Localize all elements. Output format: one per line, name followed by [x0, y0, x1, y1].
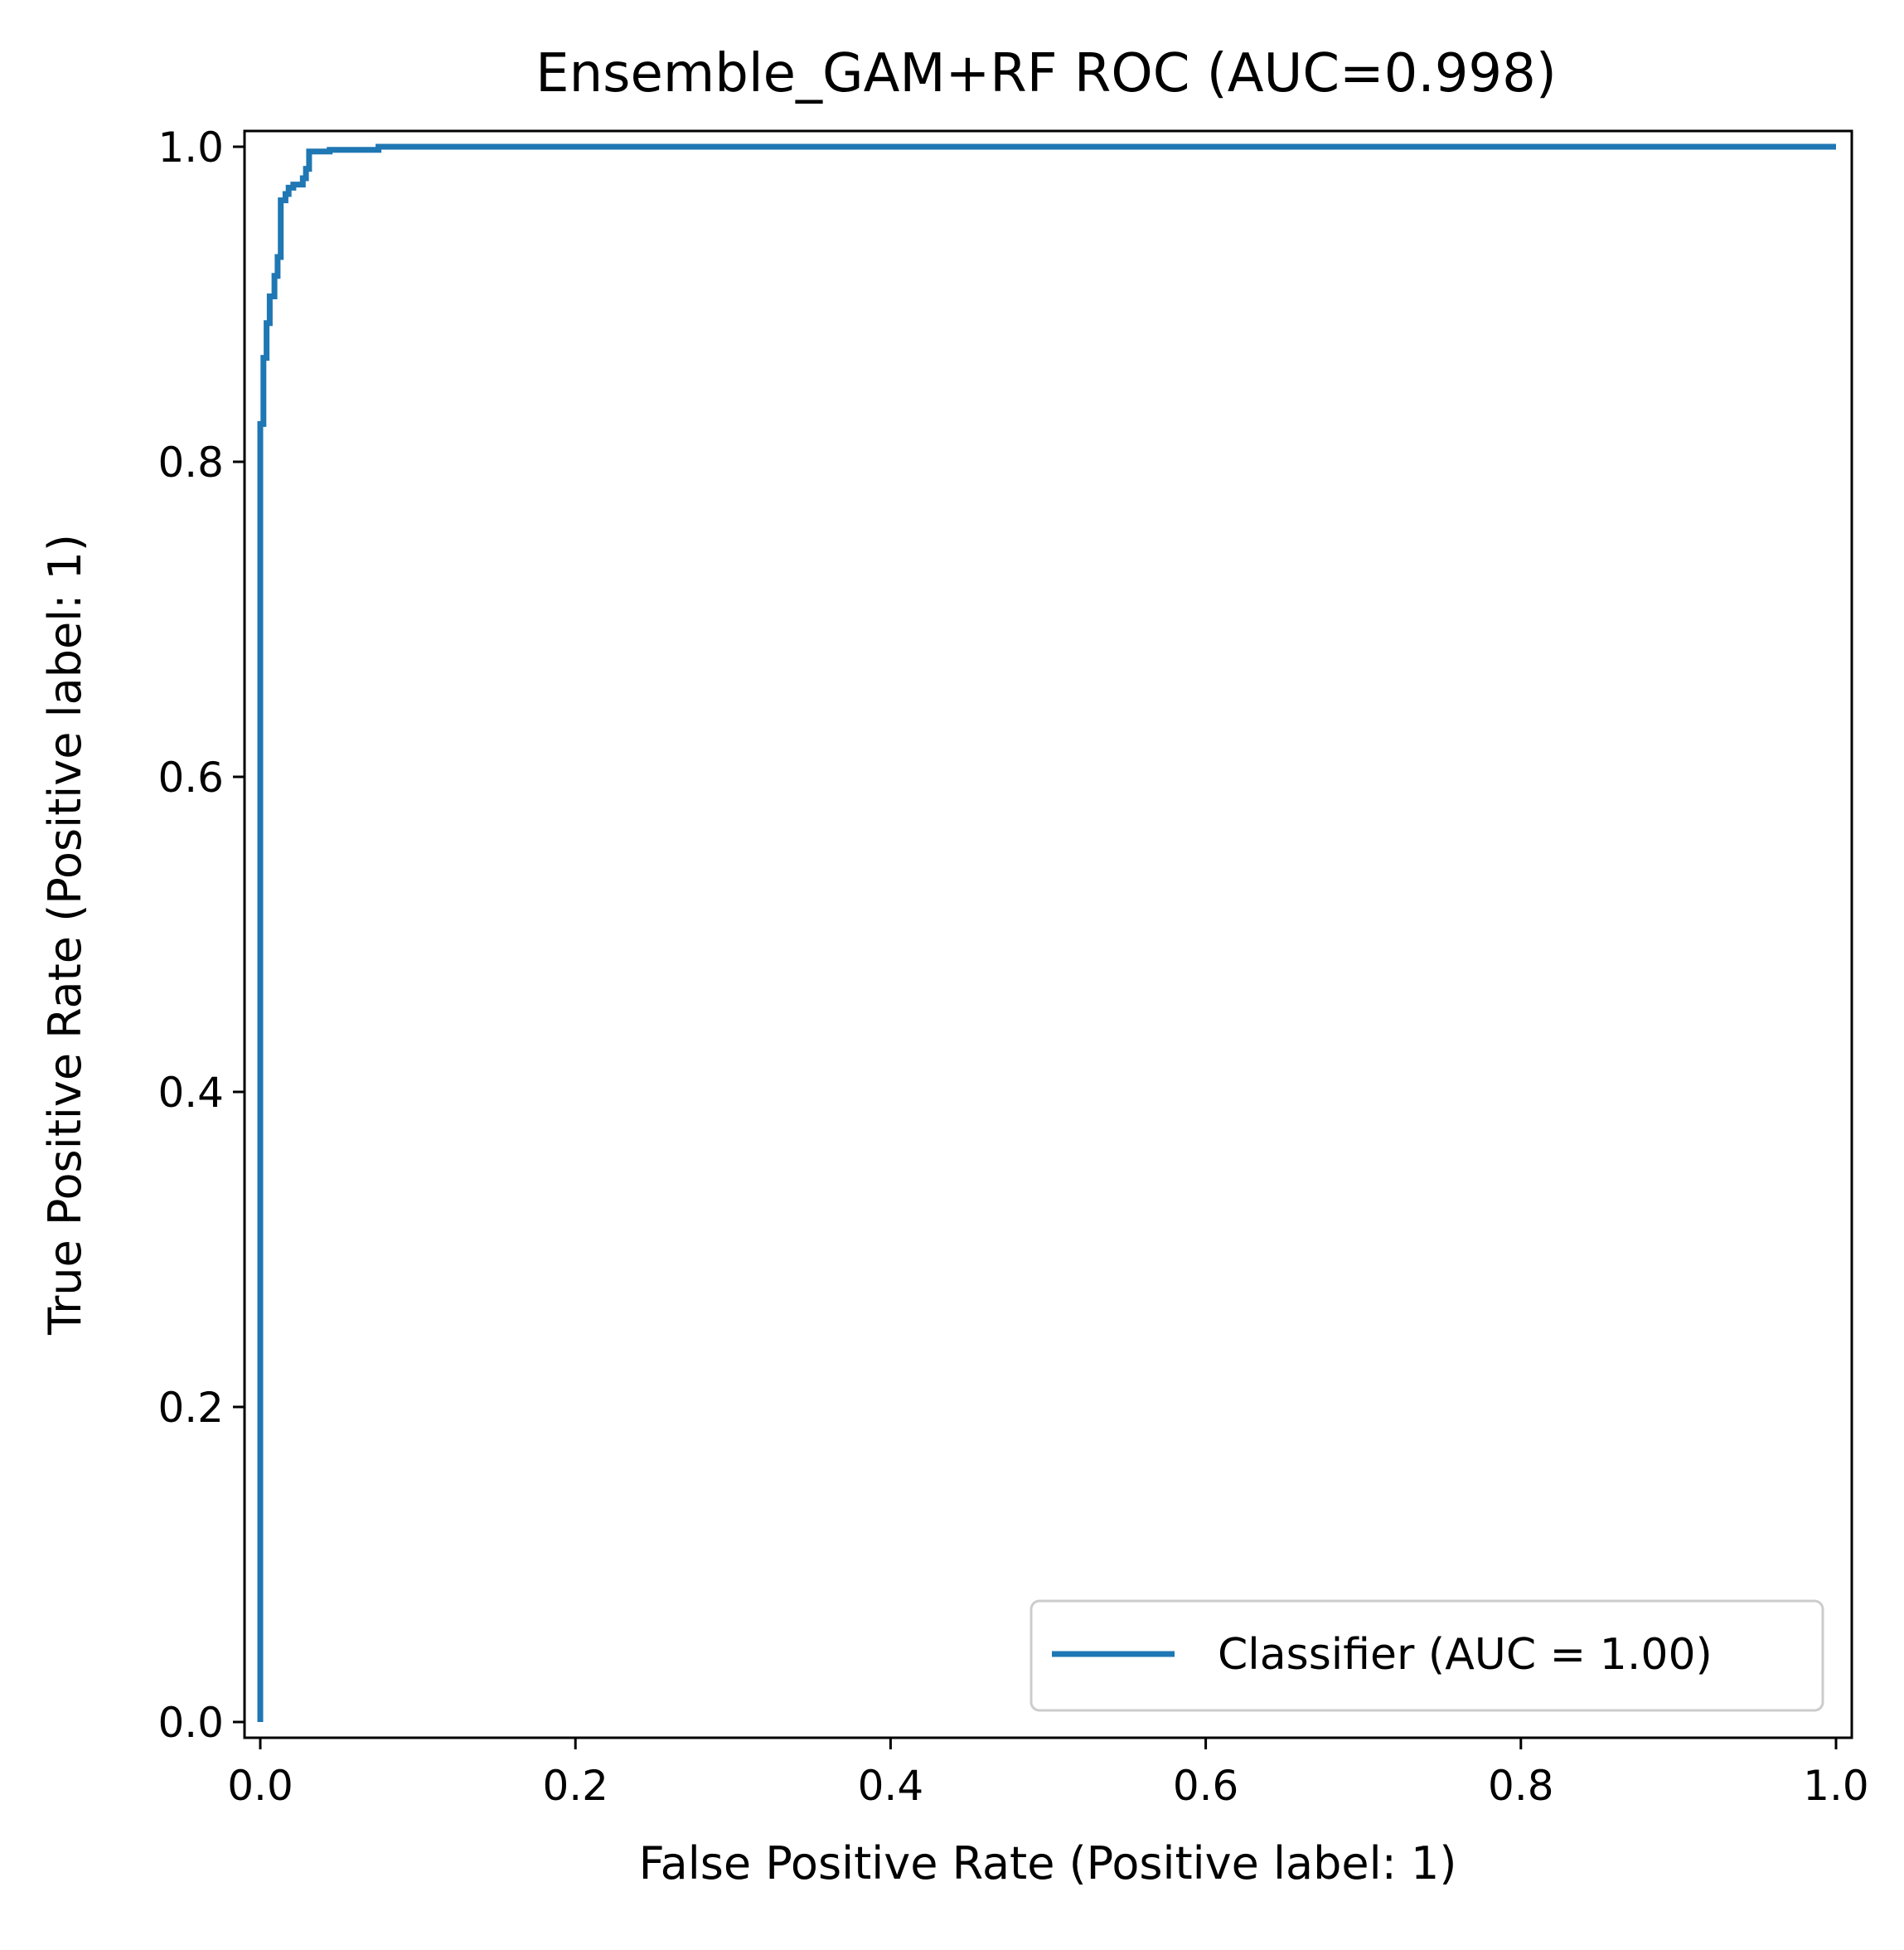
- y-tick-label: 0.2: [157, 1384, 224, 1432]
- y-tick-label: 1.0: [157, 124, 224, 172]
- y-tick-label: 0.6: [157, 754, 224, 802]
- x-tick-label: 0.4: [858, 1762, 924, 1810]
- roc-curve-line: [257, 143, 1836, 1722]
- x-tick-label: 0.2: [542, 1762, 608, 1810]
- y-tick-label: 0.8: [157, 439, 224, 487]
- y-tick-label: 0.4: [157, 1069, 224, 1117]
- x-tick-label: 0.6: [1173, 1762, 1239, 1810]
- series-layer: [257, 143, 1836, 1722]
- y-axis-label: True Positive Rate (Positive label: 1): [39, 534, 91, 1336]
- x-tick-label: 0.0: [227, 1762, 293, 1810]
- plot-frame: [243, 129, 1853, 1739]
- y-axis-ticks: 0.0 0.2 0.4 0.6 0.8 1.0: [157, 124, 245, 1747]
- x-axis-ticks: 0.0 0.2 0.4 0.6 0.8 1.0: [227, 1738, 1869, 1810]
- legend: Classifier (AUC = 1.00): [1030, 1599, 1824, 1712]
- chart-title: Ensemble_GAM+RF ROC (AUC=0.998): [535, 43, 1557, 104]
- x-tick-label: 1.0: [1803, 1762, 1869, 1810]
- legend-box: [1030, 1599, 1824, 1712]
- legend-entry-label: Classifier (AUC = 1.00): [1218, 1630, 1713, 1680]
- x-axis-label: False Positive Rate (Positive label: 1): [639, 1837, 1457, 1889]
- y-tick-label: 0.0: [157, 1699, 224, 1747]
- x-tick-label: 0.8: [1488, 1762, 1554, 1810]
